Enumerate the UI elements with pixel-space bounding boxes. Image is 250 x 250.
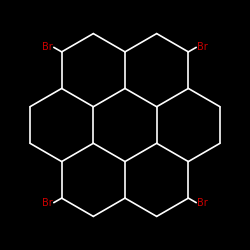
- Text: Br: Br: [198, 198, 208, 208]
- Text: Br: Br: [42, 198, 52, 208]
- Text: Br: Br: [198, 42, 208, 52]
- Text: Br: Br: [42, 42, 52, 52]
